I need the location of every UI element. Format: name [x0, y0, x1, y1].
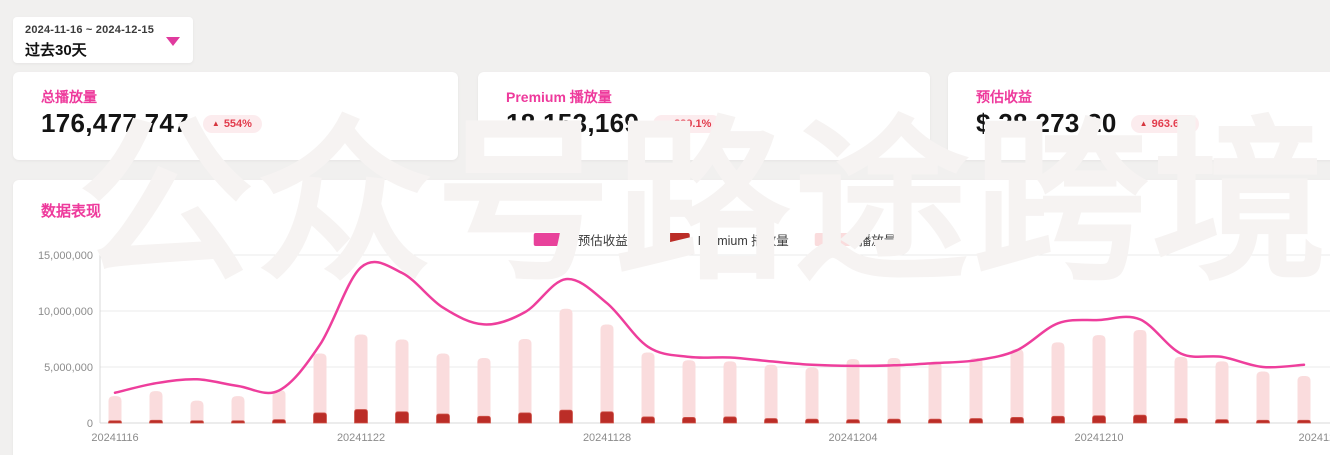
delta-badge: ▲ 554% [202, 114, 262, 133]
stat-card-estimated-revenue: 预估收益 $ 28,273.20 ▲ 963.6% [948, 72, 1330, 160]
legend-swatch [814, 233, 851, 246]
legend-swatch [653, 233, 690, 246]
stat-label: Premium 播放量 [506, 89, 612, 105]
svg-text:10,000,000: 10,000,000 [38, 306, 93, 318]
date-range-picker[interactable]: 2024-11-16 ~ 2024-12-15 过去30天 [13, 17, 193, 63]
stat-label: 总播放量 [41, 89, 97, 105]
svg-text:20241128: 20241128 [583, 432, 631, 444]
legend-label: 预估收益 [577, 234, 628, 248]
premium-bars [108, 409, 1311, 424]
chart-legend: 预估收益 Premium 播放量 播放量 [533, 230, 897, 249]
stat-value: 176,477,747 [41, 108, 189, 138]
stat-label: 预估收益 [976, 89, 1032, 105]
stat-card-total-plays: 总播放量 176,477,747 ▲ 554% [13, 72, 458, 160]
date-range-text: 2024-11-16 ~ 2024-12-15 [25, 24, 155, 36]
svg-text:15,000,000: 15,000,000 [38, 250, 93, 262]
legend-label: 播放量 [858, 234, 897, 248]
legend-swatch [533, 233, 570, 246]
up-arrow-icon: ▲ [1139, 119, 1148, 128]
stat-value: $ 28,273.20 [976, 108, 1117, 138]
y-axis-labels: 15,000,000 10,000,000 5,000,000 0 [38, 250, 93, 430]
delta-value: 963.6% [1151, 117, 1189, 130]
svg-text:5,000,000: 5,000,000 [44, 362, 93, 374]
up-arrow-icon: ▲ [662, 119, 671, 128]
svg-text:20241122: 20241122 [337, 432, 385, 444]
stat-card-premium-plays: Premium 播放量 18,153,169 ▲ 889.1% [478, 72, 930, 160]
plays-bars [108, 308, 1311, 423]
revenue-line [113, 260, 1306, 395]
svg-text:20241116: 20241116 [91, 432, 138, 444]
legend-item[interactable]: 预估收益 [533, 230, 628, 249]
delta-badge: ▲ 889.1% [653, 114, 722, 133]
legend-label: Premium 播放量 [697, 234, 789, 248]
date-range-label: 过去30天 [25, 42, 87, 59]
svg-text:20241210: 20241210 [1075, 432, 1124, 444]
chevron-down-icon[interactable] [166, 37, 180, 46]
svg-text:20241204: 20241204 [829, 432, 878, 444]
legend-item[interactable]: 播放量 [814, 230, 897, 249]
chart-title: 数据表现 [41, 203, 102, 220]
svg-text:20241216: 20241216 [1299, 432, 1330, 444]
legend-item[interactable]: Premium 播放量 [653, 230, 789, 249]
delta-value: 554% [223, 117, 252, 130]
performance-chart-card: 数据表现 预估收益 Premium 播放量 播放量 15,000,000 10,000… [13, 180, 1330, 455]
up-arrow-icon: ▲ [211, 119, 220, 128]
delta-badge: ▲ 963.6% [1130, 114, 1199, 133]
stat-value: 18,153,169 [506, 108, 640, 138]
x-axis-labels: 20241116 20241122 20241128 20241204 20241210… [91, 432, 1330, 444]
svg-text:0: 0 [87, 418, 93, 430]
delta-value: 889.1% [674, 117, 712, 130]
